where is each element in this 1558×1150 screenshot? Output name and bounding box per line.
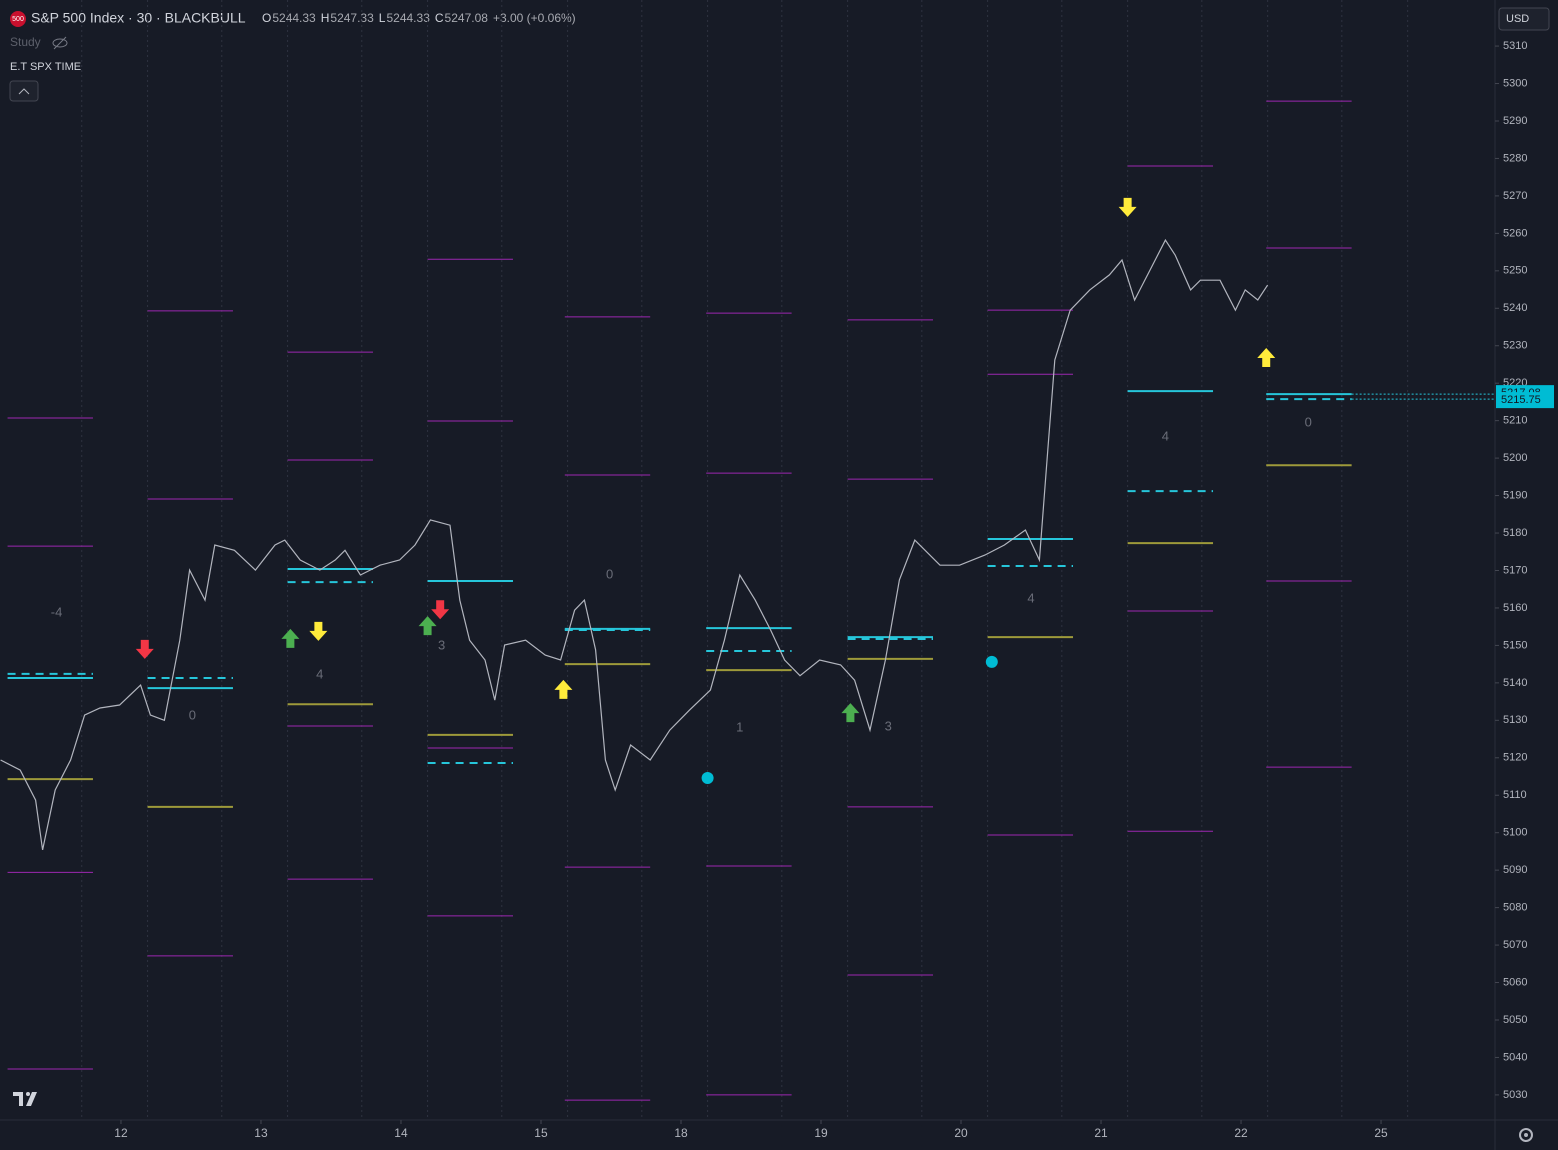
annotation: 0 — [189, 708, 196, 723]
y-tick-label: 5270 — [1503, 190, 1527, 202]
x-tick-label: 13 — [254, 1126, 268, 1140]
x-tick-label: 22 — [1234, 1126, 1248, 1140]
y-tick-label: 5170 — [1503, 564, 1527, 576]
collapse-icon — [18, 88, 30, 95]
x-tick-label: 20 — [954, 1126, 968, 1140]
collapse-button[interactable] — [9, 80, 39, 102]
y-tick-label: 5120 — [1503, 752, 1527, 764]
badge-text: 500 — [12, 16, 24, 23]
currency-label: USD — [1506, 13, 1529, 25]
plot-area: -4 0 4 3 0 1 3 4 4 0 — [0, 0, 1495, 1120]
y-tick-label: 5030 — [1503, 1089, 1527, 1101]
annotation: 4 — [1162, 429, 1169, 444]
signal-dot — [701, 772, 714, 785]
x-tick-label: 18 — [674, 1126, 688, 1140]
settings-icon[interactable] — [1519, 1128, 1533, 1142]
signal-arrow — [841, 703, 860, 723]
y-tick-label: 5070 — [1503, 939, 1527, 951]
annotation: 0 — [1305, 414, 1312, 429]
x-tick-label: 21 — [1094, 1126, 1108, 1140]
annotation: 3 — [885, 719, 892, 734]
x-tick-label: 14 — [394, 1126, 408, 1140]
y-tick-label: 5260 — [1503, 227, 1527, 239]
y-tick-label: 5310 — [1503, 40, 1527, 52]
y-tick-label: 5190 — [1503, 489, 1527, 501]
y-tick-label: 5110 — [1503, 789, 1527, 801]
y-tick-label: 5290 — [1503, 115, 1527, 127]
annotation: 4 — [1027, 590, 1034, 605]
ohlc-label: O — [262, 11, 271, 25]
study-label: Study — [10, 35, 41, 49]
signal-arrow — [418, 616, 437, 636]
ohlc-label: H — [321, 11, 330, 25]
ohlc-label: C — [435, 11, 444, 25]
ohlc-value: 5244.33 — [272, 11, 316, 25]
y-tick-label: 5140 — [1503, 677, 1527, 689]
hide-icon[interactable] — [52, 36, 68, 50]
signal-arrow — [309, 621, 328, 641]
y-tick-label: 5200 — [1503, 452, 1527, 464]
annotation: 3 — [438, 638, 445, 653]
y-tick-label: 5280 — [1503, 152, 1527, 164]
signal-dot — [985, 655, 998, 668]
y-tick-label: 5160 — [1503, 602, 1527, 614]
annotation: -4 — [51, 605, 63, 620]
y-tick-label: 5090 — [1503, 864, 1527, 876]
y-tick-label: 5230 — [1503, 340, 1527, 352]
y-tick-label: 5300 — [1503, 77, 1527, 89]
x-tick-label: 15 — [534, 1126, 548, 1140]
price-label-box — [1496, 392, 1554, 409]
annotation: 0 — [606, 566, 613, 581]
signal-arrow — [281, 628, 300, 648]
signal-arrow — [135, 639, 154, 659]
y-tick-label: 5100 — [1503, 827, 1527, 839]
y-tick-label: 5150 — [1503, 639, 1527, 651]
y-tick-label: 5130 — [1503, 714, 1527, 726]
y-tick-label: 5050 — [1503, 1014, 1527, 1026]
ohlc-label: L — [379, 11, 386, 25]
price-label: 5215.75 — [1501, 394, 1541, 406]
y-tick-label: 5060 — [1503, 976, 1527, 988]
tv-logo — [13, 1092, 37, 1106]
ohlc-value: 5247.33 — [330, 11, 374, 25]
ohlc: O 5244.33 H 5247.33 L 5244.33 C 5247.08 +3.00 (+… — [262, 11, 576, 25]
signal-arrow — [431, 600, 450, 620]
signal-arrow — [1257, 347, 1276, 367]
ohlc-value: 5244.33 — [386, 11, 430, 25]
annotation: 1 — [736, 720, 743, 735]
x-tick-label: 12 — [114, 1126, 128, 1140]
ohlc-change: +3.00 (+0.06%) — [493, 11, 576, 25]
y-tick-label: 5180 — [1503, 527, 1527, 539]
x-tick-label: 19 — [814, 1126, 828, 1140]
indicator-label: E.T SPX TIME — [10, 61, 81, 73]
annotation: 4 — [316, 666, 323, 681]
ohlc-value: 5247.08 — [445, 11, 489, 25]
symbol-title[interactable]: S&P 500 Index · 30 · BLACKBULL — [31, 10, 246, 26]
signal-arrow — [554, 679, 573, 699]
y-tick-label: 5240 — [1503, 302, 1527, 314]
symbol-badge — [10, 11, 26, 27]
price-line — [0, 238, 1269, 851]
signal-arrow — [1118, 197, 1137, 217]
y-tick-label: 5250 — [1503, 265, 1527, 277]
x-tick-label: 25 — [1374, 1126, 1388, 1140]
y-tick-label: 5080 — [1503, 902, 1527, 914]
y-tick-label: 5040 — [1503, 1051, 1527, 1063]
currency-button[interactable] — [1498, 7, 1550, 31]
y-tick-label: 5210 — [1503, 415, 1527, 427]
